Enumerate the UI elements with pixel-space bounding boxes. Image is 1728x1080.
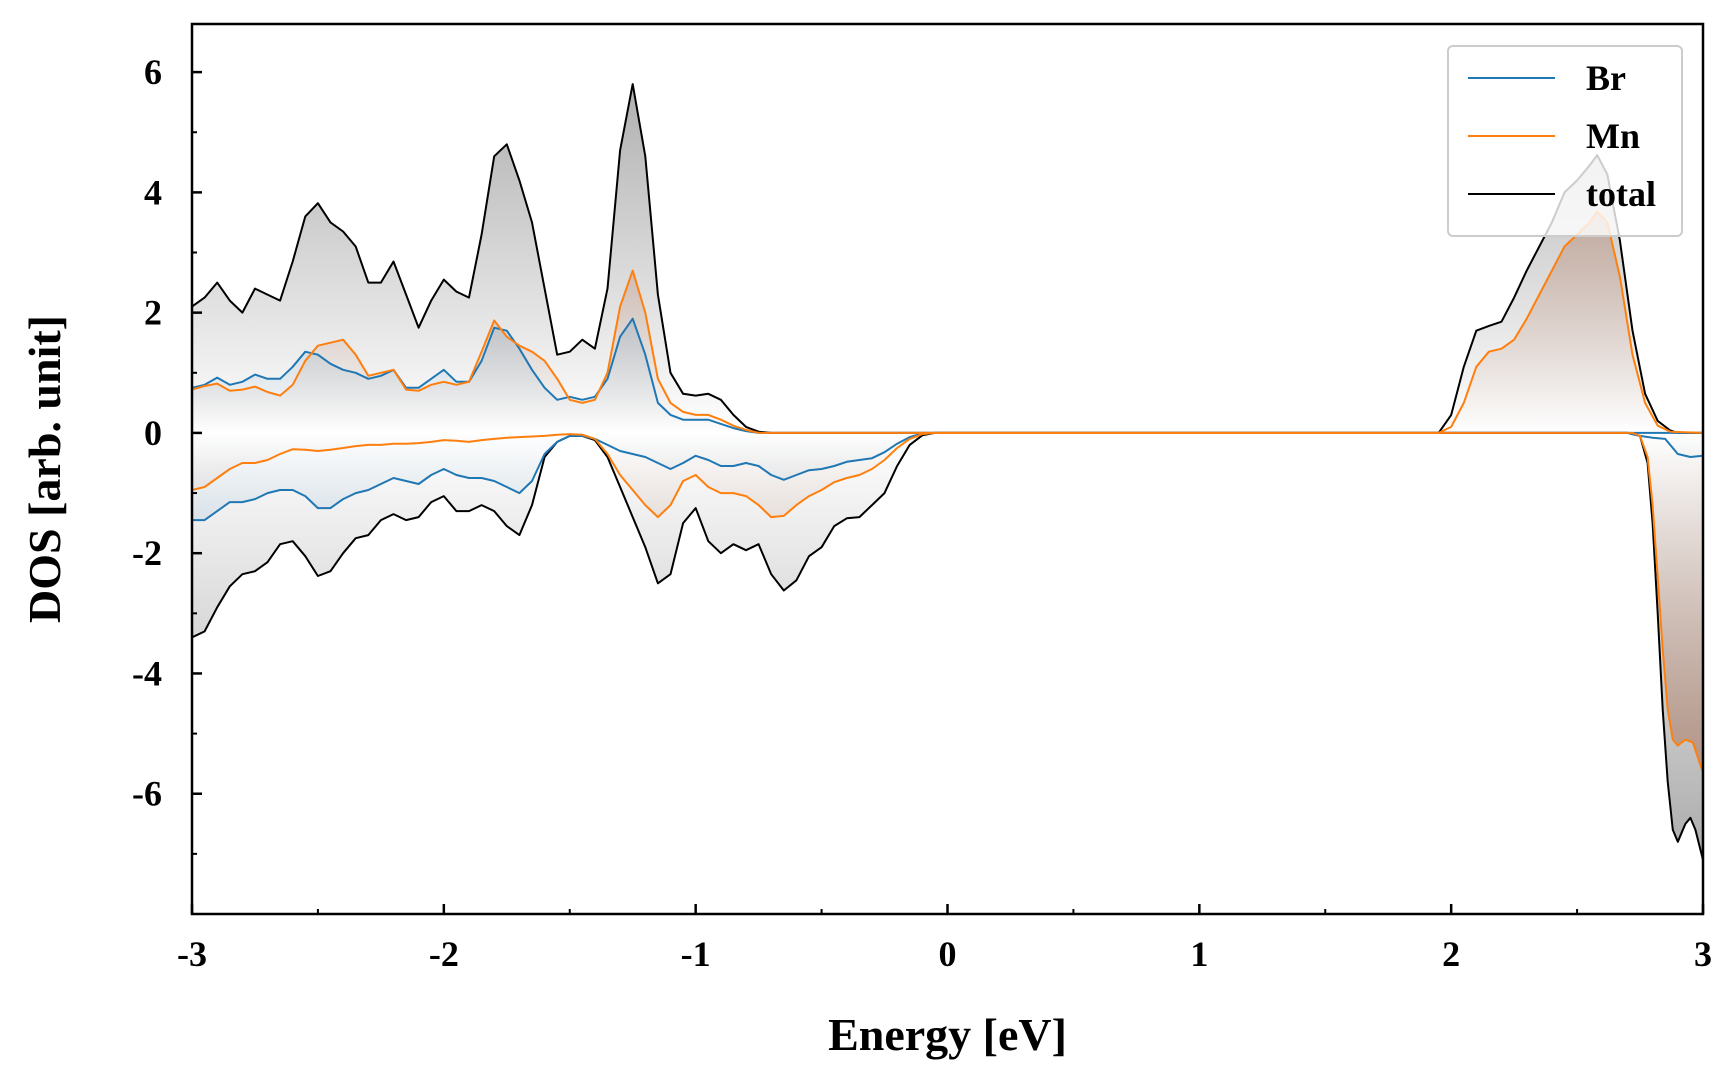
y-tick-label: 4: [144, 172, 162, 212]
x-axis-label: Energy [eV]: [828, 1009, 1067, 1060]
fill-up-br: [192, 318, 1703, 433]
y-tick-label: 0: [144, 413, 162, 453]
y-tick-label: -4: [132, 653, 162, 693]
x-tick-label: 2: [1442, 934, 1460, 974]
line-down-mn: [191, 431, 1704, 774]
legend-label-mn: Mn: [1586, 116, 1640, 156]
x-tick-label: 3: [1694, 934, 1712, 974]
line-down-br: [192, 431, 1704, 522]
fill-down-total: [192, 432, 1703, 860]
x-tick-label: -1: [681, 934, 711, 974]
y-tick-label: 2: [144, 293, 162, 333]
y-tick-label: -6: [132, 774, 162, 814]
x-axis: -3 -2 -1 0 1 2 3: [177, 904, 1712, 974]
x-tick-label: 1: [1190, 934, 1208, 974]
legend: Br Mn total: [1447, 45, 1683, 237]
legend-box: [1447, 45, 1683, 237]
x-tick-label: -3: [177, 934, 207, 974]
line-up-mn: [191, 210, 1704, 434]
y-tick-label: 6: [144, 52, 162, 92]
y-axis-label: DOS [arb. unit]: [19, 315, 70, 623]
x-tick-label: 0: [939, 934, 957, 974]
line-up-br: [191, 317, 1703, 434]
legend-label-total: total: [1586, 174, 1656, 214]
fill-down-br: [192, 432, 1703, 521]
x-tick-label: -2: [429, 934, 459, 974]
legend-label-br: Br: [1586, 58, 1626, 98]
y-tick-label: -2: [132, 533, 162, 573]
y-axis: -6 -4 -2 0 2 4 6: [132, 52, 202, 855]
